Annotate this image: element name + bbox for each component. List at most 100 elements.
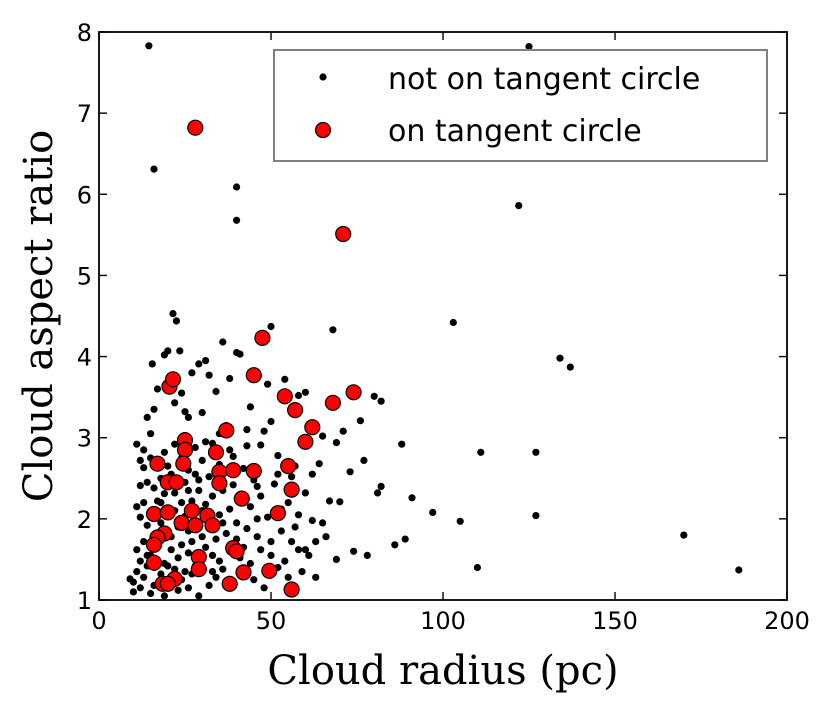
tangent-point-10: [304, 419, 321, 436]
nontangent-point-83: [202, 500, 210, 508]
nontangent-point-24: [301, 388, 309, 396]
nontangent-point-212: [301, 546, 309, 554]
nontangent-point-51: [133, 440, 141, 448]
nontangent-point-178: [680, 531, 688, 539]
nontangent-point-141: [257, 546, 265, 554]
nontangent-point-94: [336, 498, 344, 506]
nontangent-point-204: [208, 568, 217, 576]
tangent-point-44: [261, 562, 278, 579]
nontangent-point-1: [525, 43, 533, 51]
nontangent-point-32: [171, 399, 179, 407]
nontangent-point-44: [339, 427, 347, 435]
nontangent-point-39: [243, 426, 251, 434]
tangent-point-5: [164, 371, 182, 388]
nontangent-point-45: [319, 432, 327, 440]
tangent-point-31: [269, 505, 286, 522]
nontangent-point-155: [136, 584, 144, 592]
tangent-point-35: [187, 517, 204, 534]
tangent-point-9: [287, 402, 304, 419]
tangent-point-2: [254, 329, 271, 346]
nontangent-point-90: [284, 499, 292, 507]
tangent-point-21: [245, 462, 262, 480]
nontangent-point-49: [257, 441, 265, 449]
nontangent-point-7: [172, 317, 180, 325]
tangent-point-39: [228, 543, 245, 560]
nontangent-point-59: [191, 443, 199, 452]
nontangent-point-33: [143, 413, 151, 421]
nontangent-point-48: [267, 417, 275, 426]
nontangent-point-115: [253, 533, 261, 541]
nontangent-point-20: [233, 348, 241, 357]
nontangent-point-122: [456, 517, 464, 525]
nontangent-point-95: [374, 489, 382, 497]
nontangent-point-124: [133, 546, 141, 554]
x-tick-label: 200: [764, 607, 810, 635]
nontangent-point-114: [243, 525, 251, 533]
y-tick-label: 6: [77, 181, 92, 209]
nontangent-point-58: [171, 440, 179, 448]
tangent-point-17: [175, 455, 192, 472]
tangent-point-24: [211, 475, 228, 492]
nontangent-point-135: [202, 543, 210, 551]
nontangent-point-136: [208, 551, 217, 560]
nontangent-point-116: [264, 513, 272, 521]
nontangent-point-218: [184, 486, 192, 495]
tangent-point-36: [204, 517, 221, 534]
y-tick-label: 7: [77, 100, 92, 128]
tangent-point-32: [173, 514, 190, 532]
nontangent-point-220: [202, 438, 210, 446]
tangent-point-8: [324, 394, 341, 411]
nontangent-point-175: [298, 568, 306, 576]
nontangent-point-197: [140, 499, 148, 507]
y-tick-label: 4: [77, 344, 92, 372]
tangent-point-37: [145, 536, 163, 553]
nontangent-point-188: [164, 462, 172, 470]
nontangent-point-191: [195, 476, 203, 484]
nontangent-point-64: [239, 464, 248, 473]
nontangent-point-0: [145, 42, 153, 50]
tangent-point-48: [221, 575, 238, 592]
tangent-point-16: [149, 455, 166, 472]
nontangent-point-132: [178, 541, 186, 549]
nontangent-point-92: [301, 489, 309, 497]
nontangent-point-193: [215, 511, 223, 519]
nontangent-point-21: [226, 374, 234, 383]
nontangent-point-29: [153, 385, 162, 393]
nontangent-point-86: [229, 481, 237, 489]
nontangent-point-71: [398, 440, 406, 448]
nontangent-point-168: [219, 565, 227, 573]
y-tick-label: 2: [77, 506, 92, 534]
nontangent-point-118: [291, 523, 299, 531]
tangent-point-49: [283, 581, 300, 598]
nontangent-point-18: [195, 360, 203, 368]
nontangent-point-78: [160, 490, 168, 498]
nontangent-point-66: [288, 473, 296, 481]
nontangent-point-225: [274, 470, 282, 478]
nontangent-point-96: [377, 482, 385, 490]
nontangent-point-36: [181, 408, 189, 416]
nontangent-point-26: [148, 360, 156, 368]
nontangent-point-19: [202, 357, 210, 365]
tangent-point-40: [145, 554, 163, 571]
tangent-point-3: [245, 367, 262, 384]
tangent-point-27: [145, 505, 163, 523]
nontangent-point-161: [171, 565, 179, 573]
nontangent-point-13: [219, 338, 227, 346]
nontangent-point-144: [294, 546, 303, 554]
nontangent-point-184: [174, 586, 182, 594]
nontangent-point-172: [260, 584, 268, 592]
nontangent-point-112: [222, 529, 230, 538]
nontangent-point-16: [176, 347, 184, 355]
nontangent-point-35: [198, 409, 206, 417]
nontangent-point-25: [294, 391, 303, 400]
nontangent-point-224: [253, 482, 261, 490]
nontangent-point-120: [319, 519, 327, 527]
nontangent-point-149: [350, 547, 358, 555]
nontangent-point-185: [140, 446, 148, 454]
nontangent-point-121: [429, 508, 437, 516]
nontangent-point-57: [160, 448, 168, 456]
nontangent-point-147: [322, 533, 330, 541]
nontangent-point-177: [473, 563, 481, 572]
nontangent-point-74: [136, 482, 144, 490]
nontangent-point-131: [174, 554, 182, 562]
